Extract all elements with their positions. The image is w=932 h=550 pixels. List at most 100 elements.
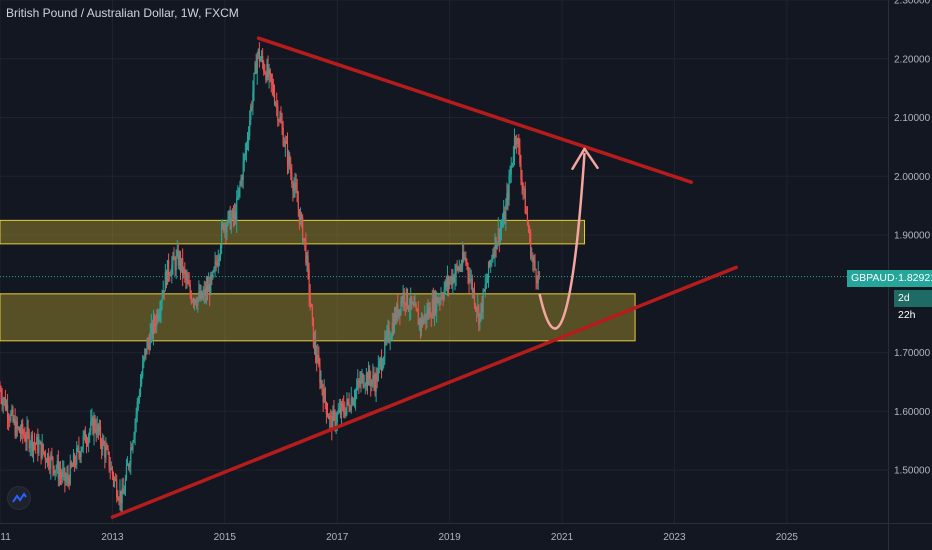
candle-body bbox=[414, 304, 416, 307]
candle-body bbox=[76, 448, 78, 465]
candle-body bbox=[131, 447, 133, 450]
candle-body bbox=[334, 412, 336, 426]
candle-body bbox=[80, 451, 82, 458]
candle-body bbox=[201, 291, 203, 299]
candle-body bbox=[440, 295, 442, 301]
candle-body bbox=[416, 308, 418, 312]
tradingview-logo-icon[interactable] bbox=[7, 486, 31, 510]
candle-body bbox=[318, 355, 320, 365]
candle-body bbox=[290, 167, 292, 173]
candle-body bbox=[438, 299, 440, 303]
candle-body bbox=[501, 222, 504, 227]
candle-body bbox=[30, 434, 32, 445]
candle-body bbox=[13, 419, 15, 422]
candle-body bbox=[215, 261, 217, 264]
candle-body bbox=[492, 253, 494, 261]
candle-body bbox=[119, 490, 121, 501]
candle-body bbox=[364, 384, 366, 386]
candle-body bbox=[345, 407, 347, 416]
candle-body bbox=[516, 139, 518, 145]
candle-body bbox=[71, 466, 74, 468]
candle-body bbox=[331, 416, 333, 430]
x-tick-label: 2017 bbox=[326, 532, 349, 543]
candle-body bbox=[204, 289, 206, 297]
candle-body bbox=[16, 421, 18, 428]
candle-body bbox=[506, 192, 508, 205]
candle-body bbox=[67, 475, 69, 479]
candle-body bbox=[480, 303, 482, 314]
candle-body bbox=[44, 453, 46, 460]
candle-body bbox=[372, 374, 374, 381]
candle-body bbox=[275, 103, 277, 105]
candle-body bbox=[12, 409, 14, 422]
candle-body bbox=[415, 304, 417, 309]
candle-body bbox=[526, 213, 529, 224]
candle-body bbox=[25, 440, 27, 442]
candle-body bbox=[335, 422, 337, 426]
candle-body bbox=[527, 223, 530, 233]
candle-body bbox=[426, 310, 428, 321]
x-tick-label: 2021 bbox=[551, 532, 574, 543]
candle-body bbox=[509, 174, 511, 176]
candle-body bbox=[320, 380, 322, 384]
candle-body bbox=[50, 455, 52, 469]
candle-body bbox=[37, 436, 39, 454]
candle-body bbox=[534, 260, 536, 270]
candle-body bbox=[70, 462, 72, 467]
candle-body bbox=[406, 289, 409, 308]
candle-body bbox=[89, 430, 91, 436]
candle-body bbox=[214, 261, 216, 268]
logo-glyph-icon bbox=[12, 492, 27, 503]
candle-body bbox=[36, 436, 38, 445]
candle-body bbox=[136, 401, 138, 414]
candle-body bbox=[3, 397, 5, 401]
candle-body bbox=[48, 453, 50, 466]
candle-body bbox=[0, 390, 2, 399]
candle-body bbox=[29, 444, 31, 449]
candle-body bbox=[411, 296, 413, 305]
candle-body bbox=[325, 402, 328, 415]
price-symbol: GBPAUD bbox=[851, 272, 895, 284]
candle-body bbox=[469, 279, 471, 282]
candle-body bbox=[21, 423, 23, 435]
candle-body bbox=[459, 266, 462, 269]
candle-body bbox=[362, 374, 364, 387]
candle-body bbox=[182, 258, 184, 275]
candle-body bbox=[189, 285, 191, 295]
candle-body bbox=[499, 229, 502, 241]
candle-body bbox=[363, 385, 365, 387]
candle-body bbox=[383, 357, 385, 366]
candle-body bbox=[78, 447, 80, 453]
candle-body bbox=[481, 303, 483, 313]
candle-body bbox=[537, 271, 539, 284]
candle-body bbox=[402, 292, 404, 304]
candle-body bbox=[258, 49, 260, 62]
candle-body bbox=[184, 268, 186, 274]
candle-body bbox=[346, 399, 348, 408]
candle-body bbox=[92, 417, 94, 434]
candle-body bbox=[59, 472, 62, 475]
candle-body bbox=[344, 412, 346, 416]
candle-body bbox=[273, 94, 276, 104]
candle-body bbox=[293, 187, 295, 192]
candle-body bbox=[510, 166, 512, 175]
y-tick-label: 2.00000 bbox=[894, 172, 931, 183]
candle-body bbox=[222, 223, 224, 227]
candle-body bbox=[85, 443, 88, 445]
candle-body bbox=[444, 280, 446, 289]
candle-body bbox=[270, 74, 272, 83]
candle-body bbox=[190, 294, 192, 302]
candle-body bbox=[376, 373, 378, 381]
candle-body bbox=[439, 299, 441, 301]
candle-body bbox=[240, 178, 242, 185]
candle-body bbox=[83, 430, 85, 436]
candle-body bbox=[482, 290, 484, 313]
candle-body bbox=[216, 263, 218, 266]
candle-body bbox=[465, 257, 467, 262]
candle-body bbox=[9, 419, 11, 421]
candle-body bbox=[267, 64, 269, 78]
candle-body bbox=[237, 196, 239, 198]
candle-body bbox=[382, 365, 384, 370]
